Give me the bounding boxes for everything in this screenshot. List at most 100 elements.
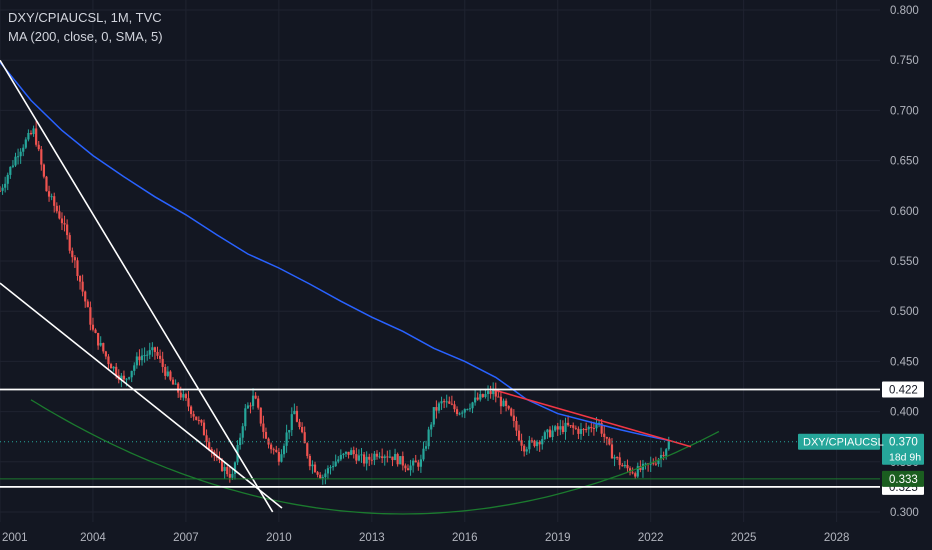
candle-body bbox=[461, 412, 464, 414]
candle-body bbox=[249, 405, 252, 407]
candle-body bbox=[515, 420, 518, 431]
candle-body bbox=[99, 343, 102, 346]
time-tick-label: 2019 bbox=[545, 532, 571, 544]
candle-body bbox=[37, 144, 40, 150]
candle-body bbox=[414, 460, 417, 463]
candle-body bbox=[275, 449, 278, 452]
candle-body bbox=[42, 164, 45, 177]
candle-body bbox=[419, 459, 422, 467]
candle-body bbox=[481, 394, 484, 397]
candle-body bbox=[437, 403, 441, 411]
candle-body bbox=[53, 196, 56, 206]
candle-body bbox=[404, 465, 407, 469]
candle-body bbox=[597, 422, 601, 424]
candle-body bbox=[27, 132, 30, 140]
candle-body bbox=[556, 426, 559, 430]
candle-body bbox=[97, 332, 100, 346]
candle-body bbox=[383, 456, 386, 459]
time-axis: 2001 2004 2007 2010 2013 2016 2019 2022 2025 2028 bbox=[2, 532, 849, 544]
candle-body bbox=[339, 454, 342, 460]
candle-body bbox=[378, 456, 381, 458]
candle-body bbox=[492, 389, 495, 395]
time-tick-label: 2022 bbox=[638, 532, 664, 544]
red-trendline bbox=[492, 388, 692, 448]
candle-body bbox=[657, 459, 660, 465]
candle-body bbox=[665, 449, 668, 456]
candle-body bbox=[122, 375, 126, 380]
curve-badge-text: 0.333 bbox=[889, 474, 918, 486]
candle-body bbox=[71, 250, 74, 258]
price-tick-label: 0.600 bbox=[890, 206, 919, 218]
candle-body bbox=[355, 454, 358, 461]
price-axis: 0.800 0.750 0.700 0.650 0.600 0.550 0.500 0.450… bbox=[798, 5, 924, 519]
candle-body bbox=[140, 355, 144, 361]
candle-body bbox=[311, 464, 314, 467]
price-tick-label: 0.550 bbox=[890, 256, 919, 268]
indicator-legend[interactable]: MA (200, close, 0, SMA, 5) bbox=[8, 29, 163, 44]
candle-body bbox=[73, 257, 76, 261]
candle-body bbox=[257, 398, 260, 408]
candle-body bbox=[357, 455, 361, 461]
candle-body bbox=[319, 474, 322, 479]
candle-body bbox=[104, 351, 107, 357]
candle-body bbox=[84, 291, 87, 302]
candle-body bbox=[270, 444, 273, 450]
candle-body bbox=[520, 440, 523, 446]
candle-body bbox=[298, 421, 301, 427]
candle-body bbox=[406, 468, 410, 471]
candle-body bbox=[373, 453, 376, 461]
candle-body bbox=[510, 408, 513, 416]
candle-body bbox=[195, 416, 198, 420]
candle-body bbox=[301, 426, 304, 433]
candle-body bbox=[662, 454, 665, 456]
candle-body bbox=[626, 464, 629, 469]
symbol-legend[interactable]: DXY/CPIAUCSL, 1M, TVC bbox=[8, 10, 162, 25]
candle-body bbox=[590, 426, 593, 429]
price-tick-label: 0.500 bbox=[890, 306, 919, 318]
candle-body bbox=[91, 324, 95, 330]
candle-body bbox=[375, 453, 379, 457]
candle-body bbox=[220, 459, 224, 471]
candle-body bbox=[94, 329, 97, 333]
candle-body bbox=[233, 462, 237, 474]
candle-body bbox=[342, 453, 345, 455]
candle-body bbox=[187, 398, 190, 407]
candle-body bbox=[166, 371, 169, 376]
candle-body bbox=[517, 430, 521, 441]
candle-body bbox=[169, 371, 172, 380]
candle-body bbox=[272, 449, 275, 451]
candle-body bbox=[251, 395, 255, 406]
candle-body bbox=[337, 459, 340, 462]
bar-countdown-text: 18d 9h bbox=[889, 452, 921, 464]
candle-body bbox=[125, 378, 128, 380]
support-curve bbox=[30, 399, 720, 515]
candle-body bbox=[66, 224, 69, 236]
candle-body bbox=[644, 463, 647, 465]
candle-body bbox=[554, 426, 557, 431]
candle-body bbox=[393, 454, 397, 461]
candle-body bbox=[474, 397, 477, 403]
candle-body bbox=[484, 394, 487, 397]
candle-body bbox=[628, 468, 632, 473]
candle-body bbox=[128, 377, 131, 379]
candle-body bbox=[430, 424, 433, 430]
candle-body bbox=[138, 356, 141, 361]
candle-body bbox=[543, 432, 546, 440]
candle-body bbox=[507, 406, 510, 409]
candle-body bbox=[259, 407, 262, 424]
candle-body bbox=[189, 406, 193, 415]
candle-body bbox=[202, 422, 206, 436]
price-tick-label: 0.650 bbox=[890, 156, 919, 168]
time-tick-label: 2025 bbox=[731, 532, 757, 544]
candle-body bbox=[148, 350, 151, 355]
candle-body bbox=[158, 355, 162, 359]
candle-body bbox=[308, 455, 311, 467]
candle-body bbox=[455, 409, 459, 415]
time-tick-label: 2010 bbox=[266, 532, 292, 544]
candle-body bbox=[499, 396, 503, 407]
symbol-label-bg bbox=[798, 433, 880, 450]
candle-body bbox=[600, 422, 603, 434]
candle-body bbox=[370, 459, 373, 461]
